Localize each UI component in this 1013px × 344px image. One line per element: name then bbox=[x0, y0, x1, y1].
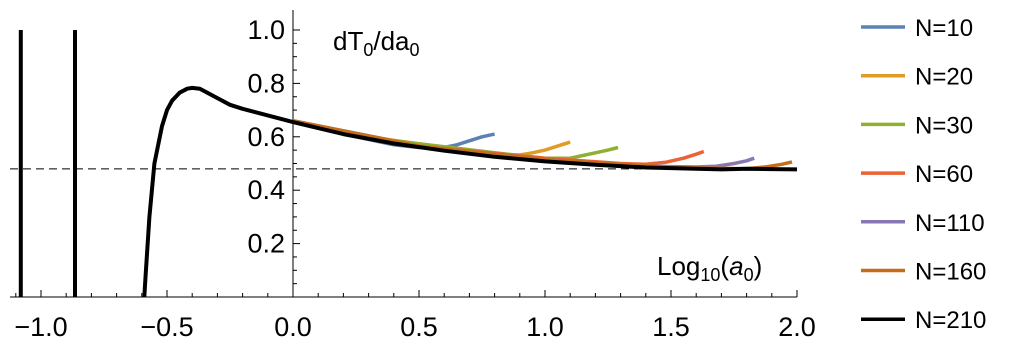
y-axis-label: dT0​/da0​ bbox=[333, 26, 420, 60]
legend-label: N=20 bbox=[915, 64, 973, 91]
legend: N=10 N=20 N=30 N=60 N=110 N=160 N=210 bbox=[861, 15, 986, 334]
legend-item-n-20: N=20 bbox=[861, 64, 973, 91]
legend-item-n-210: N=210 bbox=[861, 307, 986, 334]
legend-item-n-30: N=30 bbox=[861, 112, 973, 139]
y-tick-label: 1.0 bbox=[247, 15, 285, 45]
series-line-n-210 bbox=[142, 85, 798, 297]
x-tick-label: 0.0 bbox=[274, 312, 312, 342]
series-layer bbox=[18, 30, 798, 297]
axes bbox=[10, 10, 797, 298]
x-tick-label: −0.5 bbox=[140, 312, 193, 342]
legend-label: N=30 bbox=[915, 112, 973, 139]
series-line-n-30 bbox=[292, 119, 619, 160]
legend-item-n-10: N=10 bbox=[861, 15, 973, 42]
x-tick-label: 1.5 bbox=[652, 312, 690, 342]
x-tick-label: −1.0 bbox=[14, 312, 67, 342]
y-tick-label: 0.8 bbox=[247, 68, 285, 98]
y-tick-label: 0.6 bbox=[247, 122, 285, 152]
x-tick-label: 2.0 bbox=[778, 312, 816, 342]
y-tick-label: 0.2 bbox=[247, 229, 285, 259]
tick-layer: −1.0 −0.5 0.0 0.5 1.0 1.5 2.0 0.2 0.4 0.6 0.8 1.0 bbox=[14, 15, 815, 342]
legend-label: N=60 bbox=[915, 161, 973, 188]
x-tick-label: 1.0 bbox=[526, 312, 564, 342]
y-tick-label: 0.4 bbox=[247, 175, 285, 205]
legend-item-n-160: N=160 bbox=[861, 259, 986, 286]
legend-label: N=10 bbox=[915, 15, 973, 42]
legend-label: N=110 bbox=[915, 210, 985, 237]
legend-label: N=210 bbox=[915, 307, 986, 334]
legend-item-n-60: N=60 bbox=[861, 161, 973, 188]
x-tick-label: 0.5 bbox=[400, 312, 438, 342]
legend-label: N=160 bbox=[915, 259, 986, 286]
legend-item-n-110: N=110 bbox=[861, 210, 985, 237]
x-axis-label: Log10​(a0​) bbox=[657, 251, 762, 285]
